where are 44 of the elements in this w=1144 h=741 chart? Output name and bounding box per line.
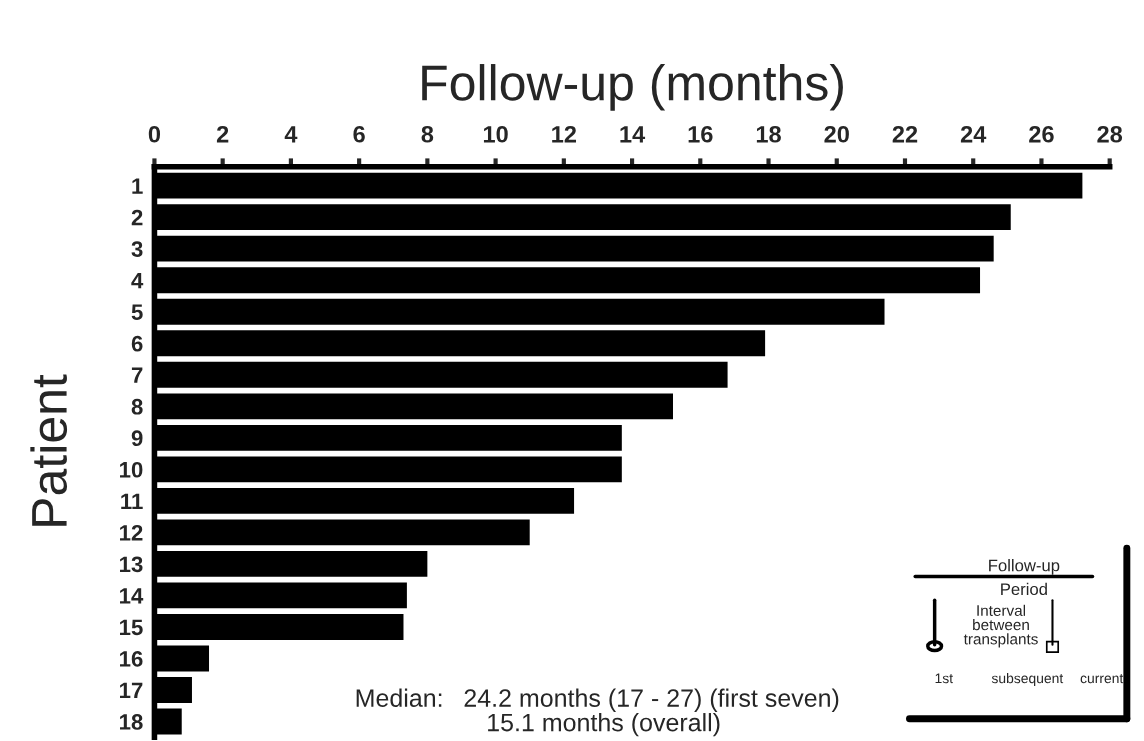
x-tick-label: 2 bbox=[216, 125, 229, 143]
y-tick-label: 5 bbox=[131, 304, 143, 320]
x-tick-label: 12 bbox=[552, 125, 577, 143]
annotation: current bbox=[1080, 674, 1124, 684]
x-tick-label: 16 bbox=[688, 125, 713, 143]
x-tick-label: 6 bbox=[353, 125, 365, 143]
y-tick-label: 6 bbox=[131, 335, 143, 352]
y-tick-label: 11 bbox=[121, 493, 143, 509]
x-tick-label: 0 bbox=[148, 125, 161, 143]
y-tick-label: 18 bbox=[120, 714, 143, 730]
y-tick-label: 3 bbox=[131, 241, 143, 257]
x-tick-label: 28 bbox=[1097, 125, 1123, 143]
x-axis-title: Follow-up (months) bbox=[422, 64, 843, 111]
x-tick-label: 24 bbox=[960, 125, 987, 143]
y-tick-label: 7 bbox=[131, 367, 143, 383]
y-axis-title: Patient bbox=[30, 374, 68, 526]
annotation: Period bbox=[1001, 582, 1047, 596]
x-tick-label: 4 bbox=[284, 126, 298, 143]
y-tick-label: 9 bbox=[131, 430, 143, 447]
y-tick-label: 10 bbox=[120, 461, 143, 478]
y-tick-label: 2 bbox=[131, 209, 143, 226]
annotation: Follow-up bbox=[989, 559, 1060, 575]
y-tick-label: 16 bbox=[120, 651, 143, 667]
y-tick-label: 12 bbox=[120, 524, 143, 541]
x-tick-label: 22 bbox=[892, 125, 918, 143]
x-tick-label: 8 bbox=[421, 125, 434, 143]
annotation: subsequent bbox=[991, 673, 1064, 686]
annotation: 15.1 months (overall) bbox=[488, 713, 720, 737]
x-tick-label: 18 bbox=[756, 125, 781, 143]
y-tick-label: 15 bbox=[120, 619, 143, 636]
y-tick-label: 1 bbox=[132, 178, 143, 194]
annotation: 24.2 months (17 - 27) (first seven) bbox=[464, 688, 839, 712]
y-tick-label: 13 bbox=[120, 556, 143, 573]
x-tick-label: 14 bbox=[620, 126, 646, 143]
annotation: Interval between transplants bbox=[963, 604, 1038, 648]
y-tick-label: 17 bbox=[120, 682, 143, 699]
y-tick-label: 8 bbox=[131, 398, 143, 415]
x-tick-label: 20 bbox=[824, 125, 849, 143]
annotation: 1st bbox=[935, 673, 953, 684]
y-tick-label: 14 bbox=[120, 588, 144, 604]
x-tick-label: 10 bbox=[483, 125, 508, 143]
annotation: Median: bbox=[356, 688, 442, 707]
x-tick-label: 26 bbox=[1029, 125, 1054, 143]
y-tick-label: 4 bbox=[131, 272, 144, 289]
